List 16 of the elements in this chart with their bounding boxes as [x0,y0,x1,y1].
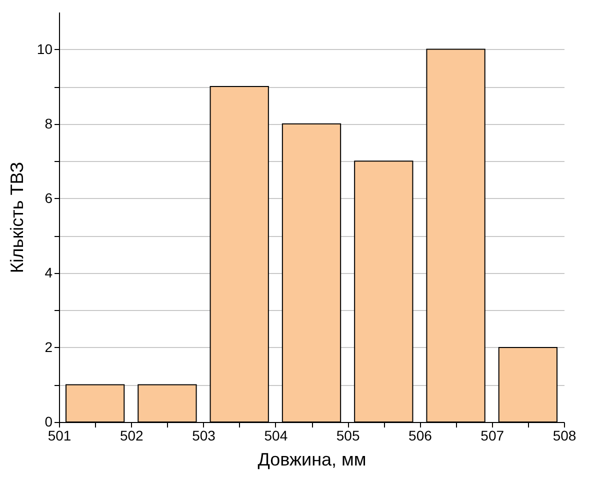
y-tick-label: 10 [36,40,53,57]
y-tick-label: 0 [44,414,53,430]
x-tick-label: 507 [480,428,504,444]
y-tick-label: 6 [44,190,53,206]
x-tick-label: 503 [192,428,216,444]
y-axis-title: Кількість ТВЗ [6,162,27,274]
x-tick-label: 501 [48,428,72,444]
y-tick-label: 2 [44,338,53,355]
x-tick-label: 508 [552,428,576,444]
x-tick-label: 502 [120,428,144,444]
x-tick-label: 505 [336,428,360,444]
x-axis-title: Довжина, мм [258,450,366,470]
y-tick-label: 4 [44,264,53,280]
y-tick-label: 8 [44,115,53,132]
x-tick-label: 506 [408,428,432,444]
x-tick-label: 504 [264,428,288,444]
